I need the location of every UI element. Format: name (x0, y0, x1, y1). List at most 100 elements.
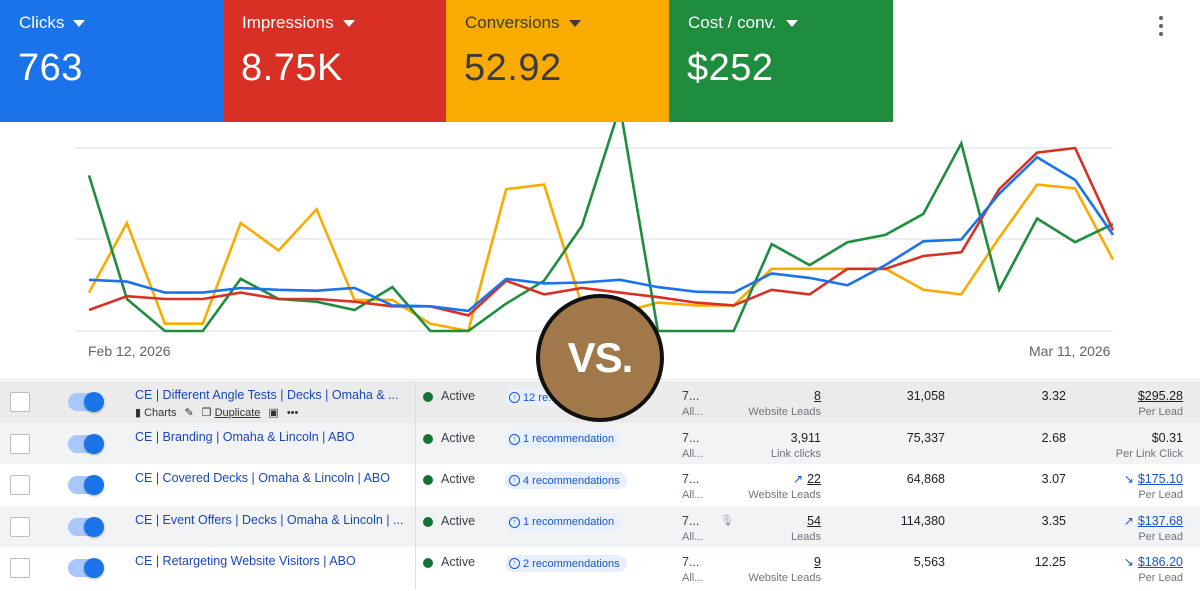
metric-value-conversions: 52.92 (464, 47, 562, 89)
table-row[interactable]: CE | Branding | Omaha & Lincoln | ABO Act… (0, 422, 1200, 465)
campaign-toggle[interactable] (68, 392, 104, 412)
budget-value: 7... (682, 472, 700, 487)
recommendations-pill[interactable]: ↑ 2 recommendations (505, 555, 627, 573)
recommendation-icon: ↑ (509, 516, 520, 528)
column-divider (415, 381, 416, 423)
table-row[interactable]: CE | Event Offers | Decks | Omaha & Linc… (0, 505, 1200, 548)
table-row[interactable]: CE | Covered Decks | Omaha & Lincoln | A… (0, 464, 1200, 506)
delivery-status: Active (441, 555, 476, 570)
campaign-toggle[interactable] (68, 475, 104, 496)
cost-per-result: $295.28 (1138, 389, 1183, 403)
delivery-status: Active (441, 513, 476, 528)
metric-tile-cost-per-conv[interactable]: Cost / conv. $252 (669, 0, 893, 122)
dropdown-caret-icon[interactable] (342, 19, 355, 27)
budget-sub: All... (682, 406, 704, 418)
reach-value: 5,563 (913, 555, 945, 570)
results-number[interactable]: 9 (814, 555, 821, 570)
table-row[interactable]: CE | Retargeting Website Visitors | ABO A… (0, 547, 1200, 589)
status-active-icon (423, 475, 433, 486)
duplicate-label: Duplicate (214, 406, 261, 419)
campaign-name-link[interactable]: CE | Retargeting Website Visitors | ABO (135, 554, 356, 569)
delivery-status: Active (441, 389, 476, 403)
image-icon[interactable]: ▣ (268, 407, 279, 419)
recommendations-pill[interactable]: ↑ 1 recommendation (505, 513, 622, 531)
campaign-name-link[interactable]: CE | Different Angle Tests | Decks | Oma… (135, 388, 399, 402)
dropdown-caret-icon[interactable] (568, 19, 581, 27)
cost-per-result: ↘ $175.10 (1124, 472, 1183, 486)
campaign-toggle[interactable] (68, 433, 104, 454)
cost-per-result-type: Per Lead (1138, 406, 1183, 418)
row-checkbox[interactable] (10, 558, 30, 579)
campaign-name-link[interactable]: CE | Branding | Omaha & Lincoln | ABO (135, 429, 355, 444)
metric-tile-conversions[interactable]: Conversions 52.92 (446, 0, 669, 122)
dropdown-caret-icon[interactable] (73, 19, 86, 27)
recommendations-pill[interactable]: ↑ 4 recommendations (505, 472, 627, 490)
cost-number[interactable]: $137.68 (1137, 513, 1183, 528)
cost-number[interactable]: $0.31 (1151, 430, 1183, 445)
status-active-icon (423, 392, 433, 402)
recommendations-pill[interactable]: ↑ 1 recommendation (505, 430, 622, 448)
row-checkbox[interactable] (10, 516, 30, 537)
metric-label-text: Conversions (465, 13, 560, 32)
reach-value: 64,868 (906, 472, 945, 487)
campaign-toggle[interactable] (68, 558, 104, 579)
more-options-icon[interactable] (1152, 14, 1170, 38)
cost-number[interactable]: $175.10 (1137, 472, 1183, 487)
edit-pencil-icon[interactable]: ✎ (184, 407, 194, 419)
column-divider (415, 422, 416, 465)
metric-value-cost-per-conv: $252 (687, 47, 774, 89)
frequency-value: 12.25 (1034, 555, 1066, 570)
dropdown-caret-icon[interactable] (785, 19, 798, 27)
budget-sub: All... (682, 489, 704, 502)
results-number[interactable]: 8 (814, 389, 821, 403)
charts-action[interactable]: ▮ Charts (135, 406, 176, 420)
recommendation-icon: ↑ (509, 558, 520, 570)
microphone-icon: 🎙 (720, 514, 734, 527)
cost-per-result: ↗ $137.68 (1124, 514, 1183, 528)
results-value: 3,911 (791, 431, 821, 445)
column-divider (415, 505, 416, 548)
frequency-value: 2.68 (1041, 430, 1066, 445)
row-checkbox[interactable] (10, 392, 30, 412)
campaign-name-link[interactable]: CE | Event Offers | Decks | Omaha & Linc… (135, 512, 404, 527)
toggle-knob (84, 433, 104, 454)
frequency-value: 3.35 (1041, 513, 1066, 528)
metric-tile-impressions[interactable]: Impressions 8.75K (223, 0, 446, 122)
cost-per-result: $0.31 (1152, 431, 1183, 445)
results-type: Link clicks (770, 447, 821, 460)
status-active-icon (423, 558, 433, 569)
metric-value-impressions: 8.75K (241, 47, 343, 89)
more-actions-icon[interactable]: ••• (286, 406, 299, 419)
trend-arrow-icon: ↘ (1123, 555, 1134, 570)
recommendation-icon: ↑ (509, 392, 520, 403)
row-checkbox[interactable] (10, 475, 30, 496)
budget-sub: All... (682, 572, 704, 585)
cost-per-result-type: Per Lead (1138, 572, 1183, 585)
trend-up-icon: ↗ (793, 472, 804, 487)
budget-value: 7... (682, 389, 700, 403)
cost-number[interactable]: $295.28 (1137, 389, 1183, 403)
results-value: 9 (814, 555, 821, 569)
cost-number[interactable]: $186.20 (1137, 555, 1183, 570)
row-checkbox[interactable] (10, 433, 30, 454)
copy-icon: ❐ (201, 407, 212, 419)
recommendations-label: 1 recommendation (523, 433, 615, 446)
series-line-clicks (88, 155, 1115, 313)
duplicate-action[interactable]: ❐ Duplicate (201, 406, 261, 420)
results-number[interactable]: 54 (807, 513, 821, 528)
results-number[interactable]: 22 (807, 472, 821, 487)
campaign-name-link[interactable]: CE | Covered Decks | Omaha & Lincoln | A… (135, 471, 390, 486)
campaign-toggle[interactable] (68, 516, 104, 537)
series-line-impressions (88, 146, 1115, 317)
trend-arrow-icon: ↘ (1123, 472, 1134, 487)
budget-value: 7... (682, 513, 700, 528)
results-number[interactable]: 3,911 (790, 430, 821, 445)
campaign-table: CE | Different Angle Tests | Decks | Oma… (0, 381, 1200, 591)
reach-value: 114,380 (900, 513, 945, 528)
metric-tile-clicks[interactable]: Clicks 763 (0, 0, 223, 122)
recommendations-label: 1 recommendation (523, 516, 615, 529)
reach-value: 31,058 (906, 389, 945, 403)
toggle-knob (84, 516, 104, 537)
recommendations-label: 2 recommendations (523, 557, 620, 570)
metric-label-text: Impressions (242, 13, 334, 32)
